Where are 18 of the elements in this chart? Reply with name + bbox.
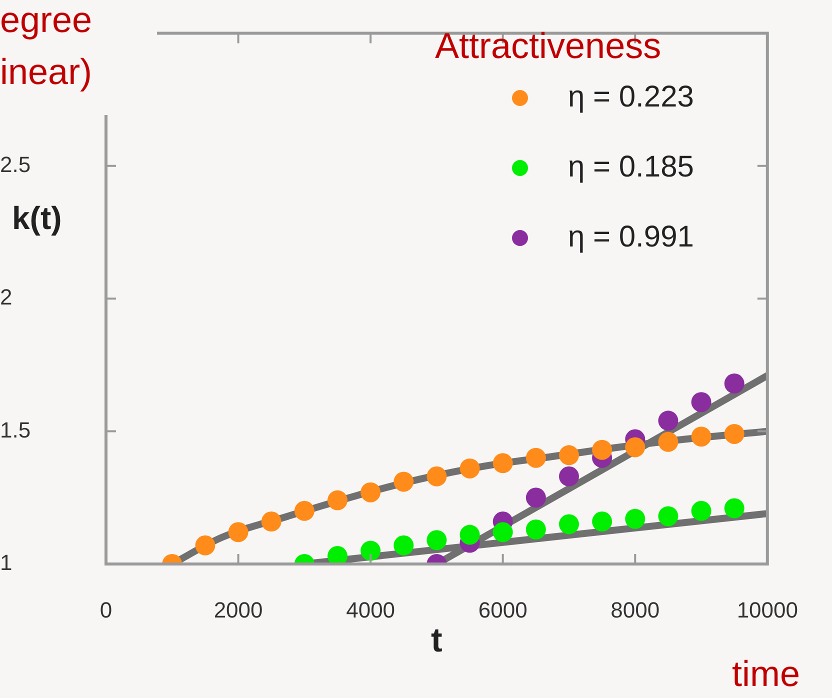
x-tick-label: 2000 [214,597,263,622]
y-tick-label: 1.5 [0,417,31,442]
legend-label: η = 0.991 [568,220,694,254]
y-tick-label: 2.5 [0,152,31,177]
legend-title: Attractiveness [435,24,662,66]
x-axis-title: t [431,621,442,660]
x-tick-label: 6000 [478,597,528,622]
text: egree inear) [0,0,92,92]
x-tick-label: 4000 [346,597,396,622]
x-tick-label: 10000 [736,597,798,622]
legend-label: η = 0.185 [568,150,694,184]
y-axis-title: k(t) [12,200,62,236]
legend-label: η = 0.223 [568,80,694,114]
y-tick-label: 1 [0,550,12,576]
text: time [732,652,800,694]
x-tick-label: 0 [100,597,112,622]
x-tick-label: 8000 [610,597,660,622]
y-tick-label: 2 [0,284,12,310]
